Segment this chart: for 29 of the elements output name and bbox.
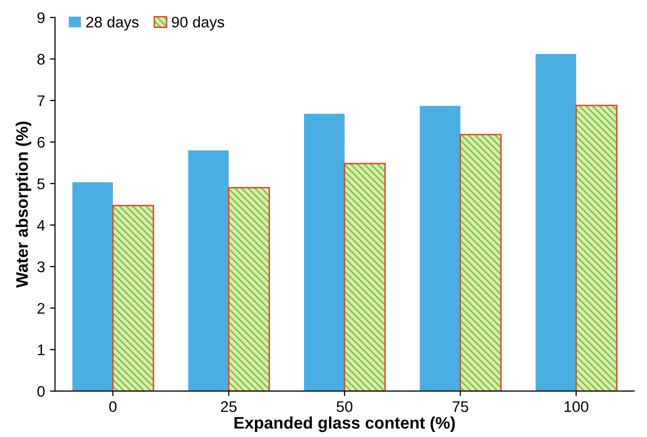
legend-label: 90 days [172,16,224,31]
x-tick-label: 0 [109,401,117,412]
legend-label: 28 days [86,16,139,31]
y-tick-label: 7 [38,96,45,106]
y-tick-label: 4 [37,220,45,231]
y-axis-title: Water absorption (%) [16,122,32,288]
bar [112,204,154,392]
bar [575,104,618,392]
bar [536,54,576,392]
x-tick-label: 100 [564,401,588,412]
y-tick-label: 3 [37,261,45,272]
bar [460,134,502,392]
y-tick-label: 0 [37,386,45,397]
y-tick-label: 1 [38,344,45,356]
y-tick-label: 5 [37,178,45,190]
x-tick-label: 25 [220,401,237,412]
x-tick-label: 75 [452,401,468,412]
y-tick-label: 6 [38,136,45,148]
x-axis-title: Expanded glass content (%) [234,416,455,432]
bar [228,186,270,392]
bar [304,114,345,392]
bar [72,182,113,392]
bar [188,150,229,392]
x-tick-label: 50 [336,401,352,412]
y-tick-label: 9 [37,12,45,24]
bar [420,106,460,392]
bar [344,162,386,392]
y-tick-label: 8 [37,54,45,65]
y-tick-label: 2 [38,302,45,314]
